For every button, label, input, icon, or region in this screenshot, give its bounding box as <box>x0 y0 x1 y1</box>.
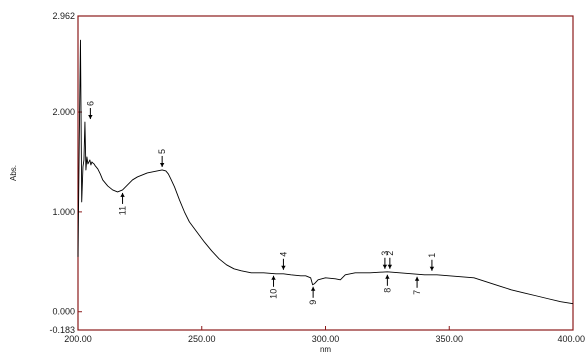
y-tick-label: 2.962 <box>52 11 75 21</box>
peak-arrow-head <box>281 265 286 270</box>
peak-marker-1: 1 <box>427 253 437 271</box>
spectrum-line <box>77 39 574 305</box>
peak-marker-9: 9 <box>308 286 318 305</box>
peak-label: 3 <box>380 251 390 256</box>
peak-marker-11: 11 <box>118 192 128 215</box>
peak-marker-4: 4 <box>278 252 288 270</box>
x-tick-label: 200.00 <box>64 334 92 344</box>
peak-label: 5 <box>157 149 167 154</box>
peak-arrow-head <box>159 162 165 167</box>
x-tick-label: 250.00 <box>188 334 216 344</box>
peak-marker-5: 5 <box>157 149 167 167</box>
y-tick-label: 0.000 <box>52 307 75 317</box>
peak-arrow-head <box>382 264 388 269</box>
peak-arrow-head <box>429 266 435 271</box>
peak-label: 2 <box>385 251 395 256</box>
valley-label: 10 <box>269 289 279 299</box>
y-axis-label: Abs. <box>9 165 18 181</box>
valley-label: 7 <box>412 290 422 295</box>
plot-frame <box>77 15 574 331</box>
y-tick-label: 1.000 <box>52 207 75 217</box>
peak-arrow-head <box>88 115 93 120</box>
peak-label: 1 <box>427 253 437 258</box>
peak-marker-10: 10 <box>269 275 279 299</box>
peak-label: 4 <box>278 252 288 257</box>
peak-label: 6 <box>85 101 95 106</box>
valley-label: 11 <box>118 206 128 215</box>
peak-marker-3: 3 <box>380 251 390 269</box>
peak-marker-2: 2 <box>385 251 395 269</box>
y-tick-label: 2.000 <box>52 107 75 117</box>
valley-label: 9 <box>308 300 318 305</box>
valley-arrow-head <box>271 275 276 280</box>
valley-label: 8 <box>382 288 392 293</box>
x-tick-label: 350.00 <box>435 334 463 344</box>
x-tick-label: 300.00 <box>312 334 340 344</box>
valley-arrow-head <box>310 286 316 291</box>
valley-arrow-head <box>414 276 420 281</box>
valley-arrow-head <box>385 274 390 279</box>
y-tick-label: -0.183 <box>49 325 75 335</box>
valley-arrow-head <box>120 192 125 197</box>
peak-marker-6: 6 <box>85 101 95 120</box>
peak-marker-7: 7 <box>412 276 422 295</box>
x-axis-label: nm <box>320 345 331 354</box>
peak-arrow-head <box>387 264 393 269</box>
peak-marker-8: 8 <box>382 274 392 293</box>
x-tick-label: 400.00 <box>557 334 585 344</box>
